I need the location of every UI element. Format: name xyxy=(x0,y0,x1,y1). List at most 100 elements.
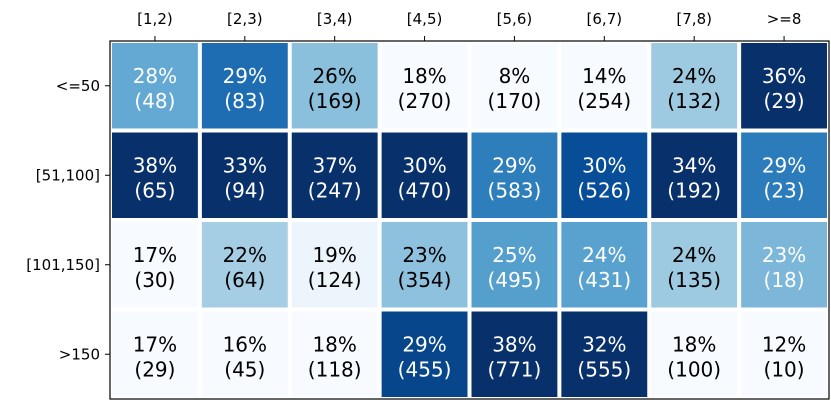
heatmap-cell xyxy=(201,311,288,397)
heatmap-cell xyxy=(471,43,558,129)
heatmap-cell xyxy=(291,132,378,218)
cell-percent-label: 29% xyxy=(492,153,536,177)
cell-count-label: (431) xyxy=(577,268,631,292)
y-tick-label: <=50 xyxy=(56,77,100,95)
cell-count-label: (771) xyxy=(488,357,542,381)
heatmap-cell xyxy=(471,311,558,397)
heatmap-cell xyxy=(561,132,648,218)
cell-count-label: (555) xyxy=(577,357,631,381)
cell-percent-label: 16% xyxy=(223,332,267,356)
cell-count-label: (254) xyxy=(577,89,631,113)
heatmap-cell xyxy=(381,132,468,218)
cell-percent-label: 30% xyxy=(402,153,446,177)
cell-percent-label: 18% xyxy=(312,332,356,356)
x-tick-label: [6,7) xyxy=(587,10,623,28)
heatmap-cell xyxy=(112,43,198,129)
heatmap-cell xyxy=(291,311,378,397)
heatmap-cell xyxy=(291,222,378,308)
x-tick-label: [3,4) xyxy=(317,10,353,28)
cell-count-label: (100) xyxy=(667,357,721,381)
heatmap-cell xyxy=(112,311,198,397)
x-tick-label: [2,3) xyxy=(227,10,263,28)
cell-percent-label: 24% xyxy=(582,243,626,267)
cell-count-label: (94) xyxy=(224,178,265,202)
cell-count-label: (18) xyxy=(764,268,805,292)
cell-percent-label: 30% xyxy=(582,153,626,177)
x-tick-label: [5,6) xyxy=(497,10,533,28)
cell-percent-label: 14% xyxy=(582,64,626,88)
cell-count-label: (10) xyxy=(764,357,805,381)
heatmap-cell xyxy=(201,222,288,308)
cell-percent-label: 8% xyxy=(499,64,531,88)
cell-percent-label: 29% xyxy=(223,64,267,88)
cell-percent-label: 32% xyxy=(582,332,626,356)
heatmap-cell xyxy=(381,311,468,397)
cell-count-label: (495) xyxy=(488,268,542,292)
cell-count-label: (132) xyxy=(667,89,721,113)
cell-percent-label: 33% xyxy=(223,153,267,177)
x-tick-label: >=8 xyxy=(767,10,802,28)
heatmap-cell xyxy=(561,43,648,129)
cell-percent-label: 18% xyxy=(402,64,446,88)
cell-percent-label: 38% xyxy=(492,332,536,356)
heatmap-cell xyxy=(112,132,198,218)
heatmap-cell xyxy=(471,222,558,308)
x-tick-label: [1,2) xyxy=(137,10,173,28)
cell-count-label: (135) xyxy=(667,268,721,292)
heatmap-cell xyxy=(741,43,827,129)
cell-count-label: (65) xyxy=(134,178,175,202)
cell-percent-label: 12% xyxy=(762,332,806,356)
cell-percent-label: 25% xyxy=(492,243,536,267)
heatmap-cell xyxy=(381,222,468,308)
heatmap-cell xyxy=(651,311,738,397)
x-tick-label: [7,8) xyxy=(676,10,712,28)
cell-count-label: (64) xyxy=(224,268,265,292)
plot-frame xyxy=(109,40,830,400)
heatmap-cell xyxy=(561,311,648,397)
heatmap-cell xyxy=(471,132,558,218)
cell-percent-label: 24% xyxy=(672,243,716,267)
heatmap-cell xyxy=(201,132,288,218)
cell-count-label: (170) xyxy=(488,89,542,113)
y-tick-label: [51,100] xyxy=(36,166,100,184)
cell-percent-label: 17% xyxy=(133,332,177,356)
y-tick-label: [101,150] xyxy=(26,256,100,274)
cell-count-label: (48) xyxy=(134,89,175,113)
cell-count-label: (83) xyxy=(224,89,265,113)
cell-count-label: (118) xyxy=(308,357,362,381)
cell-percent-label: 23% xyxy=(402,243,446,267)
cell-percent-label: 37% xyxy=(312,153,356,177)
cell-percent-label: 28% xyxy=(133,64,177,88)
cell-count-label: (354) xyxy=(398,268,452,292)
cell-count-label: (169) xyxy=(308,89,362,113)
cell-percent-label: 29% xyxy=(762,153,806,177)
cell-percent-label: 23% xyxy=(762,243,806,267)
heatmap-cell xyxy=(741,222,827,308)
cell-percent-label: 26% xyxy=(312,64,356,88)
cell-count-label: (29) xyxy=(764,89,805,113)
y-tick-label: >150 xyxy=(59,345,100,363)
cell-count-label: (270) xyxy=(398,89,452,113)
heatmap-cell xyxy=(651,43,738,129)
cell-percent-label: 22% xyxy=(223,243,267,267)
x-tick-label: [4,5) xyxy=(407,10,443,28)
cell-count-label: (23) xyxy=(764,178,805,202)
heatmap-cell xyxy=(112,222,198,308)
cell-percent-label: 29% xyxy=(402,332,446,356)
cell-percent-label: 34% xyxy=(672,153,716,177)
heatmap-cell xyxy=(651,222,738,308)
cell-count-label: (124) xyxy=(308,268,362,292)
cell-percent-label: 24% xyxy=(672,64,716,88)
heatmap-cell xyxy=(201,43,288,129)
heatmap-cell xyxy=(381,43,468,129)
cell-percent-label: 19% xyxy=(312,243,356,267)
cell-count-label: (526) xyxy=(577,178,631,202)
cell-count-label: (455) xyxy=(398,357,452,381)
cell-percent-label: 17% xyxy=(133,243,177,267)
cell-percent-label: 38% xyxy=(133,153,177,177)
cell-count-label: (30) xyxy=(134,268,175,292)
heatmap-cell xyxy=(561,222,648,308)
heatmap-cell xyxy=(741,132,827,218)
cell-count-label: (583) xyxy=(488,178,542,202)
